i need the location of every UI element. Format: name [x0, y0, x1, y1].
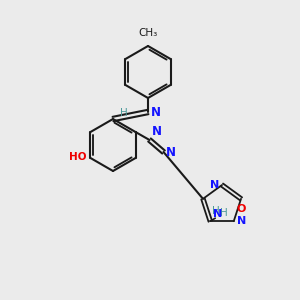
- Text: H: H: [212, 206, 220, 216]
- Text: H: H: [220, 208, 228, 218]
- Text: N: N: [237, 216, 246, 226]
- Text: CH₃: CH₃: [138, 28, 158, 38]
- Text: N: N: [166, 146, 176, 158]
- Text: N: N: [210, 180, 219, 190]
- Text: O: O: [236, 204, 246, 214]
- Text: HO: HO: [69, 152, 86, 162]
- Text: N: N: [152, 125, 161, 138]
- Text: H: H: [120, 109, 128, 118]
- Text: N: N: [213, 209, 223, 219]
- Text: N: N: [151, 106, 161, 118]
